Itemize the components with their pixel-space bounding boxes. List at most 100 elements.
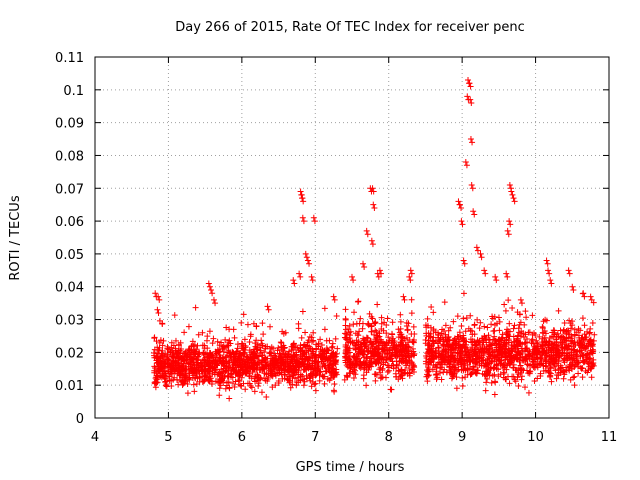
data-point [169, 348, 176, 355]
data-point [155, 367, 162, 374]
data-point [241, 350, 248, 357]
data-point [392, 370, 399, 377]
data-point [193, 380, 200, 387]
data-point [476, 325, 483, 332]
data-point [455, 345, 462, 352]
data-point [226, 395, 233, 402]
data-point [237, 364, 244, 371]
plot-border [94, 56, 610, 419]
data-point [476, 358, 483, 365]
data-point [478, 254, 485, 261]
data-point [524, 361, 531, 368]
data-point [157, 337, 164, 344]
data-point [299, 360, 306, 367]
data-point [172, 337, 179, 344]
data-point [476, 338, 483, 345]
data-point [496, 346, 503, 353]
data-point [587, 337, 594, 344]
data-point [463, 162, 470, 169]
data-point [424, 341, 431, 348]
data-point [468, 181, 475, 188]
data-point [577, 327, 584, 334]
data-point [151, 369, 158, 376]
data-point [501, 369, 508, 376]
data-point [509, 305, 516, 312]
data-point [500, 343, 507, 350]
data-point [376, 330, 383, 337]
data-point [427, 358, 434, 365]
data-point [158, 374, 165, 381]
data-point [278, 340, 285, 347]
data-point [475, 355, 482, 362]
data-point [379, 365, 386, 372]
data-point [195, 351, 202, 358]
data-point [442, 322, 449, 329]
data-point [581, 322, 588, 329]
data-point [547, 277, 554, 284]
data-point [452, 357, 459, 364]
data-point [152, 384, 159, 391]
data-point [453, 374, 460, 381]
data-point [489, 315, 496, 322]
data-point [261, 349, 268, 356]
data-point [255, 353, 262, 360]
data-point [214, 371, 221, 378]
data-point [212, 300, 219, 307]
data-point [502, 353, 509, 360]
data-point [196, 370, 203, 377]
data-point [171, 312, 178, 319]
data-point [379, 344, 386, 351]
data-point [525, 329, 532, 336]
data-point [176, 350, 183, 357]
data-point [290, 341, 297, 348]
data-point [267, 349, 274, 356]
data-point [539, 335, 546, 342]
data-point [587, 347, 594, 354]
data-point [511, 322, 518, 329]
data-point [587, 325, 594, 332]
data-point [461, 260, 468, 267]
data-point [359, 325, 366, 332]
data-point [447, 358, 454, 365]
data-point [357, 359, 364, 366]
data-point [226, 337, 233, 344]
data-point [185, 375, 192, 382]
data-point [391, 341, 398, 348]
data-point [465, 76, 472, 83]
data-point [405, 339, 412, 346]
plot-frame [94, 56, 610, 419]
data-point [517, 319, 524, 326]
data-point [453, 385, 460, 392]
data-point [398, 366, 405, 373]
data-point [190, 359, 197, 366]
data-point [345, 347, 352, 354]
data-point [223, 379, 230, 386]
data-point [384, 349, 391, 356]
data-point [505, 346, 512, 353]
data-point [426, 346, 433, 353]
data-point [522, 308, 529, 315]
data-point [462, 328, 469, 335]
data-point [228, 356, 235, 363]
data-point [553, 357, 560, 364]
data-point [555, 366, 562, 373]
data-point [591, 331, 598, 338]
data-point [532, 331, 539, 338]
data-point [323, 337, 330, 344]
data-point [276, 370, 283, 377]
data-point [437, 338, 444, 345]
data-point [397, 311, 404, 318]
data-point [308, 383, 315, 390]
data-point [359, 320, 366, 327]
data-point [435, 332, 442, 339]
data-point [318, 341, 325, 348]
data-point [186, 374, 193, 381]
data-point [457, 350, 464, 357]
data-point [387, 386, 394, 393]
data-point [288, 365, 295, 372]
data-point [206, 283, 213, 290]
data-point [545, 267, 552, 274]
data-point [523, 314, 530, 321]
data-point [240, 311, 247, 318]
